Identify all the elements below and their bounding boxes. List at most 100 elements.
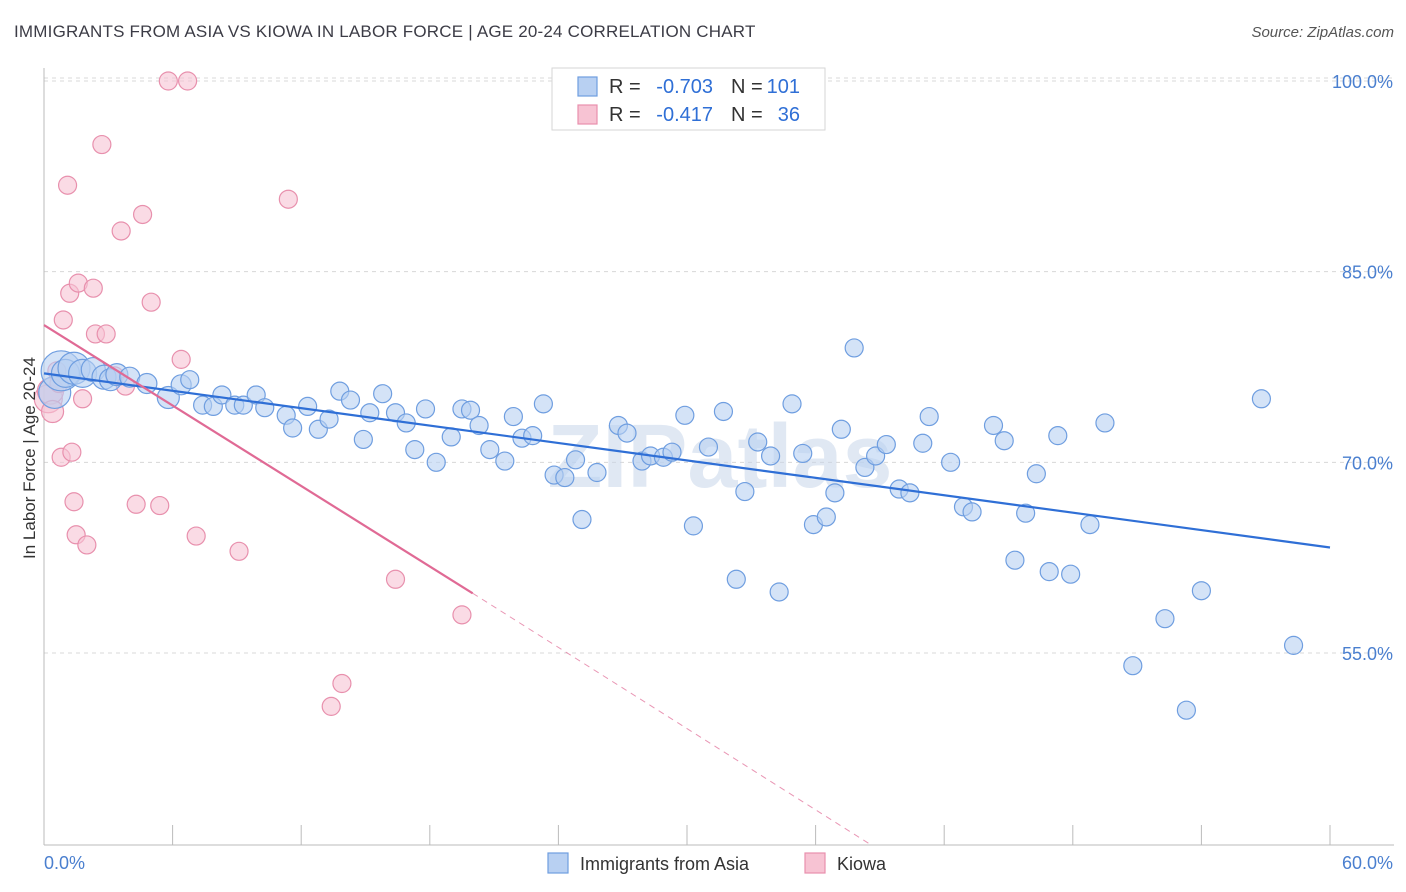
- data-point: [735, 481, 755, 502]
- data-point: [1048, 426, 1068, 446]
- data-point: [83, 278, 103, 298]
- data-point: [587, 462, 607, 483]
- legend-r-label: R =: [609, 76, 641, 98]
- data-point: [876, 434, 896, 455]
- data-point: [565, 450, 586, 470]
- data-point: [726, 569, 746, 589]
- data-point: [353, 429, 373, 450]
- data-point: [1080, 515, 1100, 535]
- data-point: [748, 432, 768, 452]
- data-point: [415, 399, 436, 419]
- data-point: [825, 483, 845, 503]
- data-point: [150, 495, 170, 516]
- bottom-legend-swatch-asia: [547, 852, 569, 874]
- data-point: [373, 384, 393, 404]
- data-point: [212, 385, 232, 405]
- data-point: [57, 175, 78, 195]
- data-point: [340, 390, 361, 410]
- source-credit: Source: ZipAtlas.com: [1251, 24, 1394, 41]
- data-point: [332, 673, 352, 694]
- data-point: [816, 507, 836, 527]
- data-point: [53, 310, 73, 330]
- data-point: [523, 426, 543, 446]
- legend-n-label: N =: [731, 76, 763, 98]
- data-point: [298, 396, 318, 417]
- data-point: [831, 419, 851, 439]
- y-tick-label: 70.0%: [1342, 453, 1393, 473]
- y-tick-label: 100.0%: [1332, 72, 1393, 92]
- data-point: [962, 502, 982, 522]
- data-point: [111, 221, 131, 241]
- data-point: [171, 349, 191, 369]
- legend-n-value: 101: [767, 76, 800, 98]
- bottom-legend-swatch-kiowa: [804, 852, 826, 874]
- data-point: [1095, 413, 1115, 433]
- x-tick-label: 0.0%: [44, 853, 85, 873]
- data-point: [321, 696, 341, 716]
- data-point: [460, 400, 481, 420]
- trend-lines: [43, 324, 1331, 845]
- data-point: [452, 605, 472, 625]
- data-point: [994, 431, 1014, 451]
- data-point: [683, 516, 704, 536]
- data-point: [180, 370, 200, 390]
- bottom-legend-label-asia: Immigrants from Asia: [580, 854, 750, 874]
- data-point: [64, 492, 84, 512]
- y-tick-label: 55.0%: [1342, 644, 1393, 664]
- data-point: [662, 442, 682, 462]
- data-point: [617, 423, 637, 443]
- data-point: [480, 440, 500, 460]
- data-point: [760, 446, 781, 466]
- data-point: [503, 406, 523, 427]
- data-point: [782, 394, 802, 414]
- data-point: [1026, 464, 1046, 484]
- data-point: [1251, 389, 1272, 409]
- asia-trend-line: [43, 372, 1331, 549]
- data-point: [96, 324, 116, 344]
- data-point: [319, 409, 339, 429]
- data-point: [1123, 656, 1143, 676]
- y-axis-label: In Labor Force | Age 20-24: [20, 357, 39, 559]
- legend: R = -0.703 N = 101 R = -0.417 N = 36: [551, 67, 826, 131]
- legend-n-label: N =: [731, 104, 763, 126]
- data-point: [1155, 609, 1175, 629]
- data-point: [283, 418, 303, 438]
- data-point: [92, 134, 112, 155]
- data-point: [178, 71, 198, 91]
- legend-n-value: 36: [778, 104, 800, 126]
- axes: [43, 68, 1394, 846]
- data-point: [186, 526, 206, 546]
- data-point: [533, 394, 553, 414]
- data-point: [675, 405, 695, 425]
- data-point: [62, 442, 82, 462]
- legend-r-label: R =: [609, 104, 641, 126]
- data-point: [769, 582, 789, 602]
- legend-swatch: [577, 104, 598, 125]
- legend-r-value: -0.703: [656, 76, 713, 98]
- data-point: [572, 509, 592, 530]
- data-point: [229, 541, 249, 561]
- data-point: [919, 406, 939, 427]
- legend-r-value: -0.417: [656, 104, 713, 126]
- data-point: [900, 483, 920, 503]
- data-point: [469, 415, 489, 436]
- data-point: [1005, 550, 1025, 570]
- data-point: [698, 437, 719, 457]
- gridlines: [44, 77, 1394, 654]
- data-point: [426, 452, 446, 472]
- data-point: [793, 443, 813, 464]
- y-tick-label: 85.0%: [1342, 263, 1393, 283]
- chart-title: IMMIGRANTS FROM ASIA VS KIOWA IN LABOR F…: [14, 22, 756, 41]
- data-point: [555, 467, 575, 488]
- data-point: [1039, 562, 1059, 582]
- data-point: [1061, 564, 1081, 584]
- data-point: [405, 440, 425, 460]
- data-point: [844, 338, 864, 358]
- asia-points: [38, 338, 1304, 720]
- data-point: [132, 204, 153, 225]
- data-point: [126, 494, 146, 514]
- data-point: [1283, 635, 1304, 655]
- data-point: [913, 433, 933, 453]
- kiowa-trend-line: [43, 324, 474, 595]
